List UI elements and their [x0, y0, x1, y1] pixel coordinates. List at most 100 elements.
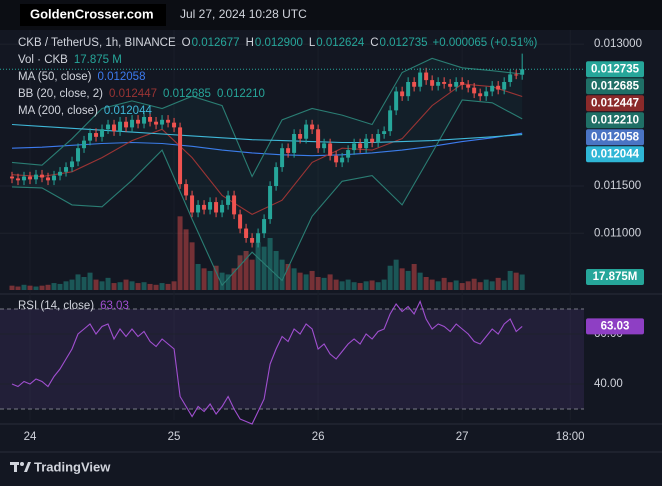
legend-text: 0.012447 — [109, 88, 157, 100]
legend-text: 0.012735 — [380, 37, 428, 49]
volume-bar — [105, 277, 111, 290]
candle-body — [382, 131, 387, 134]
candle-body — [136, 119, 141, 124]
candle-body — [430, 80, 435, 86]
price-badge — [586, 146, 644, 163]
volume-bar — [387, 265, 393, 290]
candle-body — [214, 202, 219, 213]
volume-bar — [75, 274, 81, 290]
volume-bar — [345, 279, 351, 290]
candle-body — [472, 87, 477, 94]
candle-body — [100, 129, 105, 137]
volume-bar — [255, 242, 261, 290]
volume-bar — [333, 279, 339, 290]
brand-logo — [10, 462, 31, 472]
y-tick-label: 0.011500 — [594, 180, 641, 192]
candle-body — [238, 214, 243, 229]
candle-body — [358, 143, 363, 149]
candle-body — [232, 195, 237, 215]
candle-body — [94, 133, 99, 137]
volume-bar — [495, 277, 501, 290]
candle-body — [298, 134, 303, 139]
candle-body — [250, 238, 255, 243]
volume-bar — [33, 286, 39, 290]
indicator-line — [11, 57, 523, 178]
candle-body — [10, 176, 15, 179]
candle-body — [424, 72, 429, 81]
price-badge-label: 0.012058 — [591, 131, 640, 143]
candle-body — [418, 72, 423, 87]
candle-body — [118, 121, 123, 132]
legend-text: 17.875 M — [74, 54, 122, 66]
volume-bar — [489, 281, 495, 290]
indicator-line — [11, 132, 523, 157]
candle-body — [40, 174, 45, 178]
price-badge — [586, 78, 644, 95]
candle-body — [112, 124, 117, 132]
volume-bar — [231, 268, 237, 290]
candle-body — [310, 124, 315, 130]
candle-body — [208, 202, 213, 210]
volume-bar — [435, 281, 441, 290]
volume-bar — [51, 283, 57, 290]
candle-body — [412, 82, 417, 87]
volume-bar — [201, 268, 207, 290]
candle-body — [166, 119, 171, 123]
volume-bar — [87, 272, 93, 290]
legend-text: 0.012044 — [104, 105, 153, 117]
volume-bar — [111, 283, 117, 290]
volume-bar — [453, 280, 459, 290]
volume-bar — [429, 279, 435, 290]
candle-body — [466, 84, 471, 88]
candle-body — [484, 91, 489, 97]
volume-bar — [183, 229, 189, 290]
volume-bar — [117, 282, 123, 290]
volume-bar — [507, 270, 513, 290]
volume-bar — [141, 282, 147, 290]
volume-bar — [321, 277, 327, 290]
volume-bar — [441, 277, 447, 290]
legend-text: +0.000065 (+0.51%) — [433, 37, 538, 49]
candle-body — [478, 93, 483, 97]
volume-bar — [285, 264, 291, 290]
volume-bar — [351, 282, 357, 290]
candle-body — [370, 138, 375, 143]
candle-body — [184, 184, 189, 196]
price-badge — [586, 112, 644, 129]
legend-row: BB (20, close, 2) 0.012447 0.012685 0.01221… — [18, 88, 265, 100]
volume-bar — [39, 285, 45, 290]
candle-body — [280, 148, 285, 168]
volume-bar — [261, 246, 267, 290]
candle-body — [244, 228, 249, 238]
candle-body — [130, 119, 135, 128]
legend-text: RSI (14, close) — [18, 300, 94, 312]
candle-body — [106, 124, 111, 130]
volume-bar — [273, 251, 279, 290]
candle-body — [442, 82, 447, 84]
volume-bar — [15, 286, 21, 290]
volume-bar — [501, 280, 507, 290]
volume-bar — [423, 277, 429, 290]
candle-body — [406, 82, 411, 97]
candle-body — [316, 129, 321, 149]
volume-bar — [483, 279, 489, 290]
price-badge-label: 0.012447 — [591, 97, 639, 109]
volume-bar — [291, 268, 297, 290]
candle-body — [190, 195, 195, 213]
volume-bar — [477, 282, 483, 290]
legend-text: 0.012677 — [192, 37, 240, 49]
candle-body — [448, 83, 453, 87]
legend-text: C — [370, 37, 378, 49]
legend-row: RSI (14, close) 63.03 — [18, 300, 129, 312]
candle-body — [16, 178, 21, 181]
legend-text: MA (200, close) — [18, 105, 98, 117]
volume-bar — [129, 281, 135, 290]
candle-body — [454, 82, 459, 87]
volume-bar — [357, 283, 363, 290]
y-tick-label: 0.011000 — [594, 227, 641, 239]
candle-body — [58, 171, 63, 176]
candle-body — [286, 148, 291, 153]
volume-bar — [99, 281, 105, 290]
candle-body — [172, 122, 177, 128]
